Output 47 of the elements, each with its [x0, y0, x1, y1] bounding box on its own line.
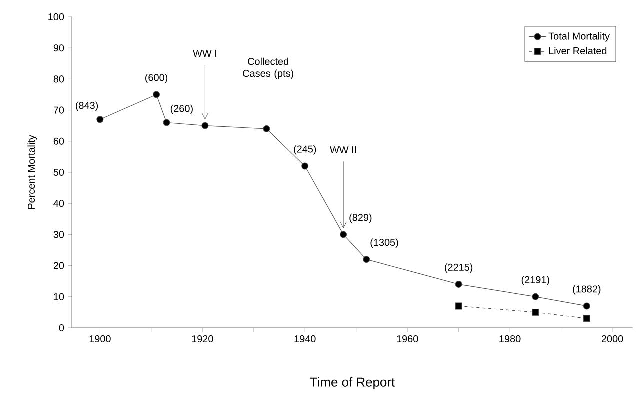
y-tick-label: 30	[54, 231, 64, 238]
y-axis-title: Percent Mortality	[28, 135, 38, 210]
legend-label: Total Mortality	[548, 32, 610, 42]
y-tick-label: 80	[54, 76, 64, 83]
y-tick-label: 10	[54, 293, 64, 300]
x-tick-label: 1980	[500, 336, 521, 343]
y-tick-label: 40	[54, 200, 64, 208]
y-tick-label: 70	[54, 106, 64, 114]
point	[455, 302, 462, 310]
point	[583, 315, 590, 322]
point	[302, 162, 309, 170]
point	[153, 91, 160, 98]
annotation: Collected Cases (pts)	[243, 58, 294, 80]
y-tick-label: 50	[54, 168, 64, 176]
x-tick-label: 1920	[192, 336, 214, 343]
annotation: (245)	[294, 145, 316, 155]
annotation: WW I	[193, 50, 216, 58]
x-tick-label: 1940	[294, 336, 316, 343]
point	[532, 293, 540, 300]
point	[263, 125, 270, 132]
x-axis-title: Time of Report	[310, 377, 395, 390]
legend-label: Liver Related	[549, 47, 607, 55]
point	[340, 231, 348, 238]
point	[96, 116, 104, 124]
y-tick-label: 90	[54, 44, 64, 52]
y-tick-label: 0	[59, 324, 64, 332]
annotation: (2191)	[522, 276, 550, 286]
x-tick-label: 2000	[602, 336, 624, 343]
point	[455, 280, 462, 288]
point	[202, 122, 209, 130]
annotation: (600)	[146, 74, 168, 84]
annotation: (843)	[76, 102, 98, 112]
y-tick-label: 60	[54, 138, 64, 145]
annotation: (2215)	[445, 264, 473, 273]
annotation: WW II	[330, 146, 356, 154]
annotation: (829)	[350, 214, 372, 224]
point	[532, 308, 540, 316]
x-tick-label: 1900	[90, 336, 111, 343]
annotation: (260)	[170, 104, 193, 114]
annotation: (1305)	[370, 238, 398, 248]
annotation: (1882)	[573, 285, 601, 295]
point	[363, 256, 370, 264]
x-tick-label: 1960	[397, 336, 418, 343]
y-tick-label: 20	[54, 262, 64, 270]
point	[163, 119, 170, 126]
y-tick-label: 100	[48, 13, 64, 21]
point	[583, 302, 590, 310]
